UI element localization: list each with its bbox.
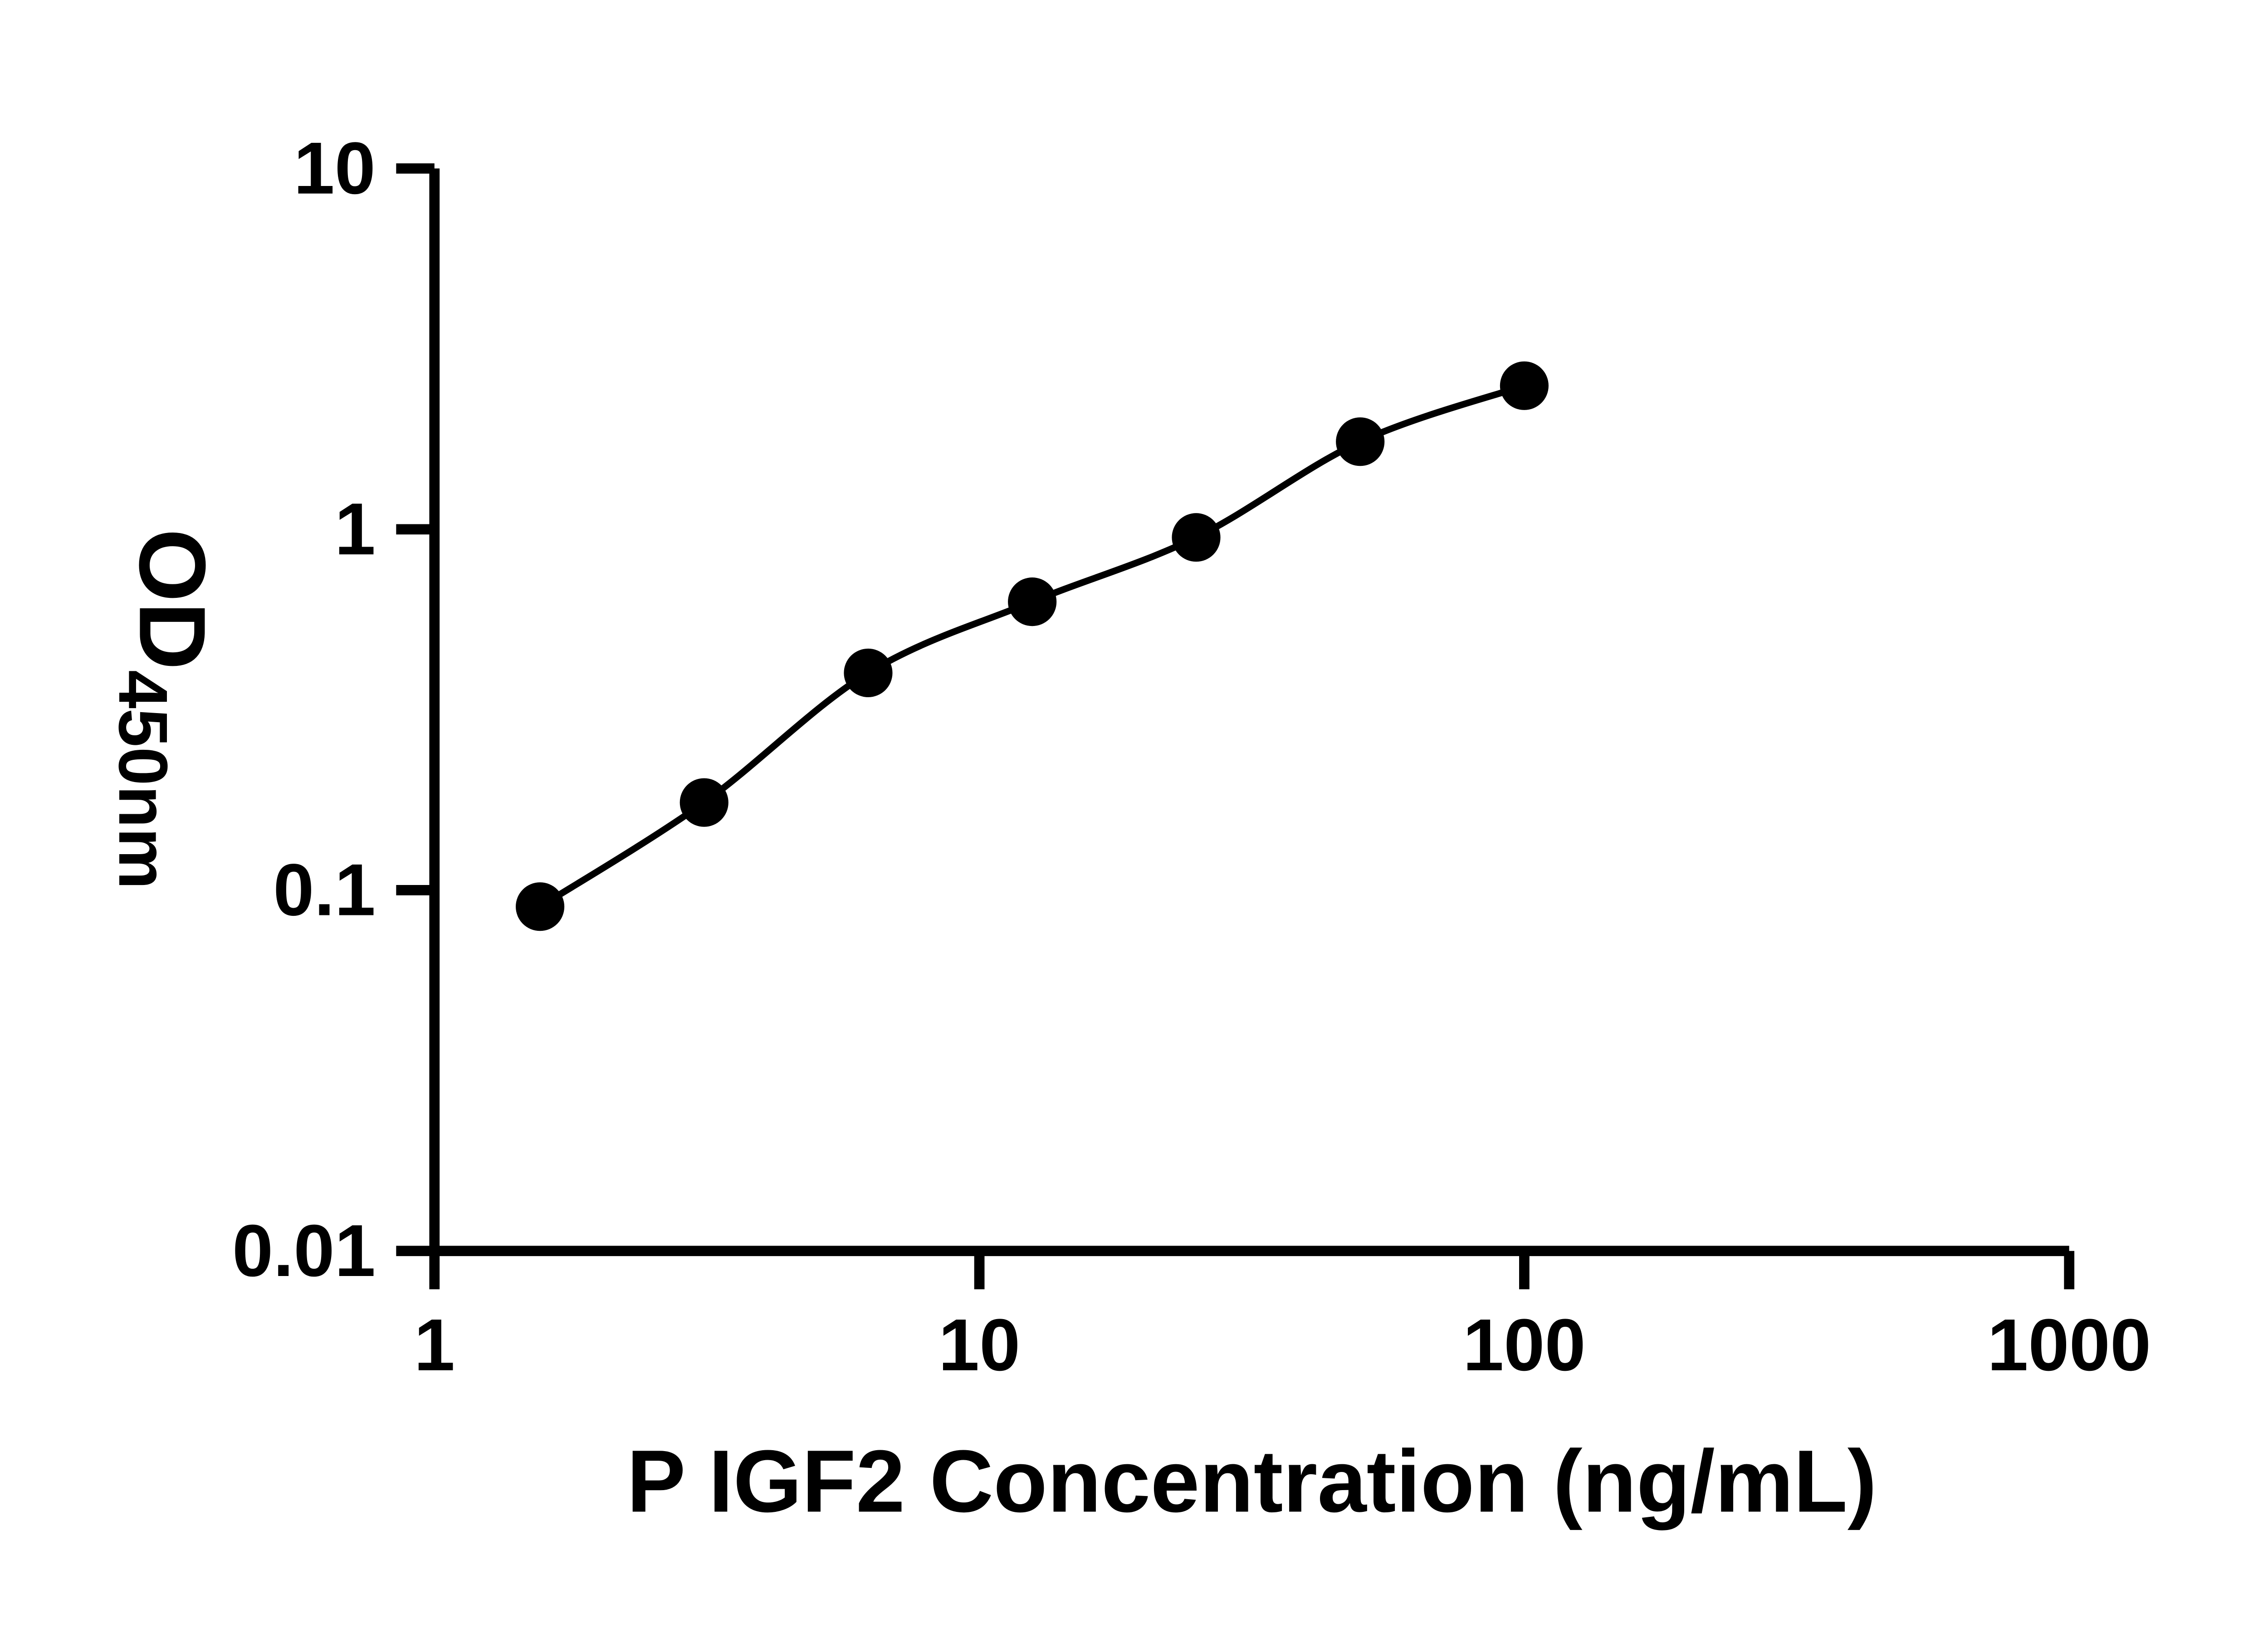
- data-point-marker: [1172, 513, 1221, 562]
- axis-lines: [429, 168, 2069, 1257]
- data-point-marker: [1500, 361, 1549, 410]
- x-tick-label: 10: [938, 1304, 1021, 1386]
- plot-area: 10 1 0.1 0.01 1 10 100 1000: [232, 127, 2151, 1386]
- x-tick-label: 1000: [1987, 1304, 2151, 1386]
- y-tick-label: 0.1: [273, 849, 376, 931]
- y-axis-title: OD450nm: [104, 528, 225, 889]
- y-tick-label: 10: [293, 127, 376, 210]
- data-point-marker: [1336, 417, 1385, 466]
- data-point-marker: [1008, 577, 1057, 626]
- data-point-marker: [516, 882, 565, 931]
- x-tick-label: 100: [1463, 1304, 1586, 1386]
- x-tick-label: 1: [414, 1304, 455, 1386]
- y-tick-label: 0.01: [232, 1210, 376, 1292]
- y-axis-title-main: OD: [119, 528, 225, 670]
- y-tick-label: 1: [335, 488, 376, 570]
- fit-curve: [538, 382, 1525, 909]
- y-axis-title-subscript: 450nm: [104, 670, 181, 889]
- data-point-marker: [844, 648, 893, 698]
- data-point-marker: [679, 778, 728, 827]
- x-axis-title: P IGF2 Concentration (ng/mL): [627, 1432, 1877, 1530]
